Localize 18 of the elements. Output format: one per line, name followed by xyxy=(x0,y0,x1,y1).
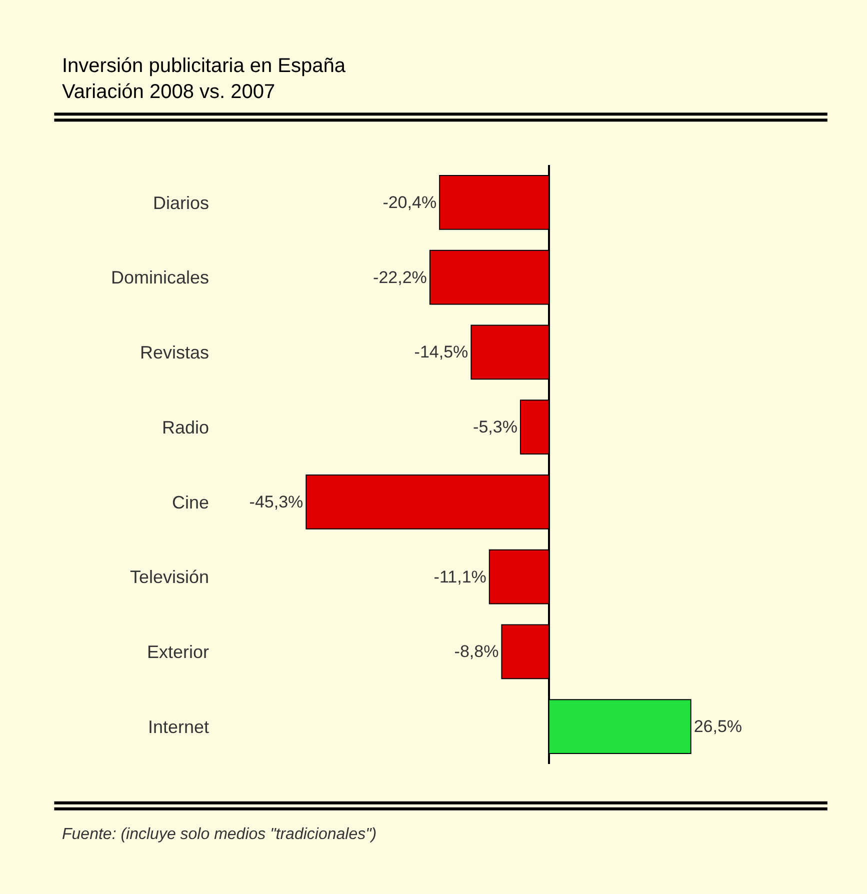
data-label: -45,3% xyxy=(249,492,304,512)
y-tick-label: Cine xyxy=(172,492,209,512)
y-tick-label: Exterior xyxy=(146,642,210,662)
data-label: -20,4% xyxy=(382,192,437,212)
data-label: 26,5% xyxy=(694,717,742,736)
source-note: Fuente: (incluye solo medios "tradicionales") xyxy=(62,826,377,843)
y-tick-label: Internet xyxy=(148,716,209,737)
data-label: -11,1% xyxy=(434,567,486,586)
data-label: -14,5% xyxy=(414,342,468,362)
data-label: -22,2% xyxy=(373,268,427,287)
data-label: -8,8% xyxy=(454,642,499,662)
y-tick-label: Televisión xyxy=(130,567,209,588)
data-label: -5,3% xyxy=(473,418,518,437)
y-tick-label: Diarios xyxy=(152,192,209,213)
chart-title: Inversión publicitaria en España Variación 2008 vs. 2007 xyxy=(62,55,346,103)
y-tick-label: Radio xyxy=(162,417,209,438)
y-tick-label: Revistas xyxy=(140,342,209,362)
y-tick-label: Dominicales xyxy=(110,268,209,288)
